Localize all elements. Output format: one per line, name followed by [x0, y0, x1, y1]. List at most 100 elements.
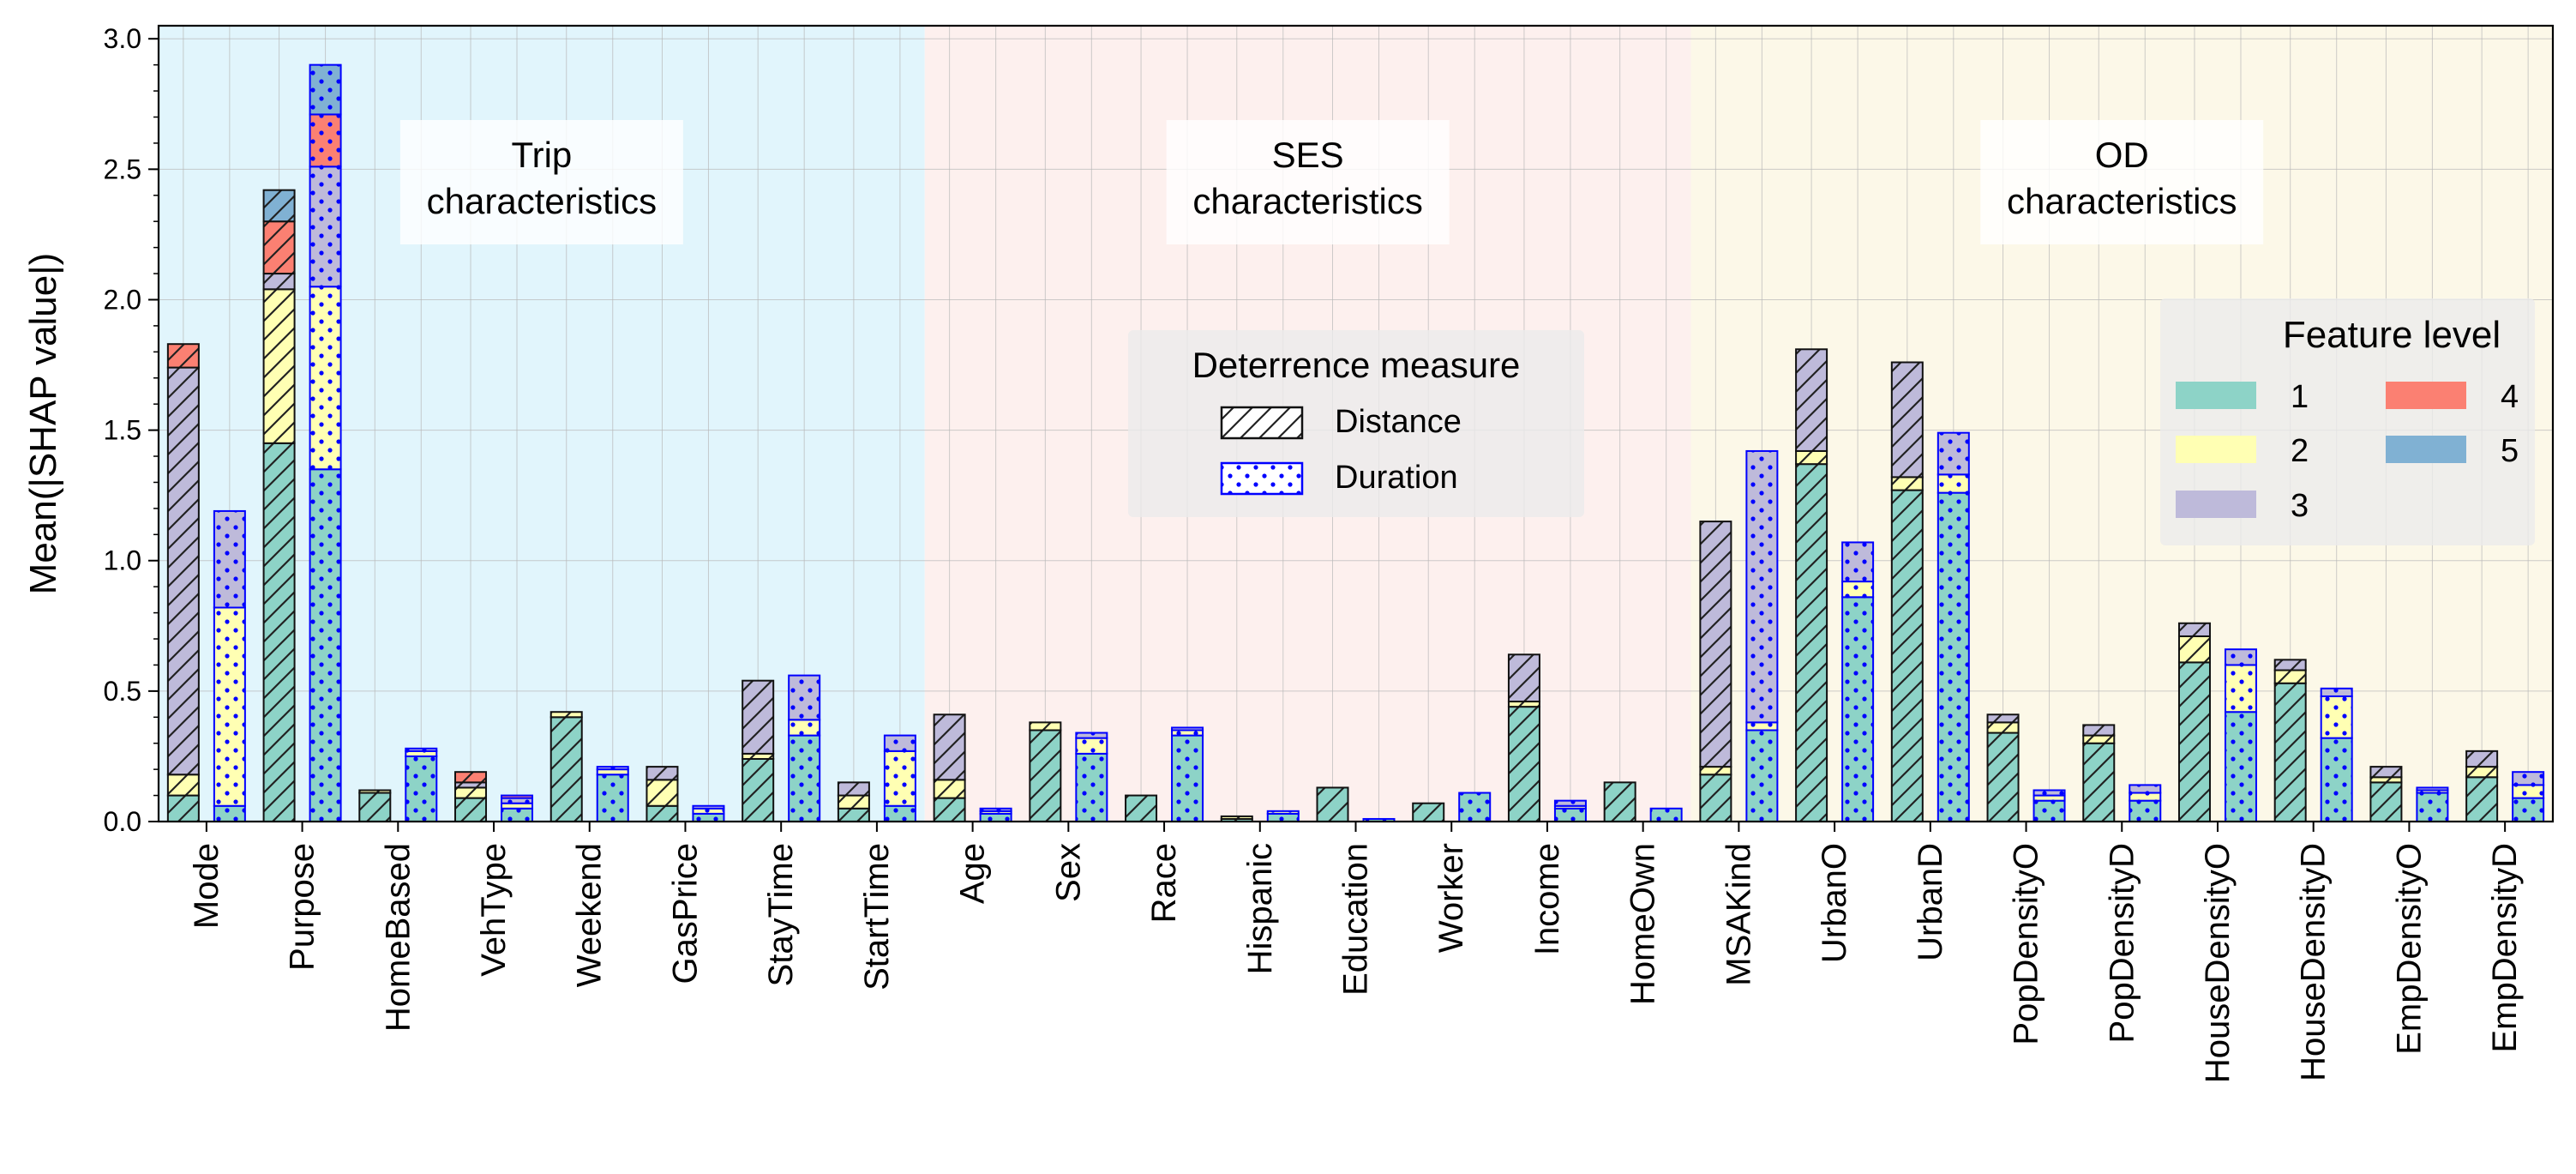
bar-pattern-HomeBased-hatch-level-2 [358, 789, 392, 794]
bar-pattern-Purpose-hatch-level-4 [262, 220, 296, 275]
bar-pattern-Sex-dots-level-2 [1075, 737, 1108, 755]
x-tick-label: GasPrice [666, 843, 704, 984]
bar-pattern-HouseDensityO-hatch-level-1 [2177, 661, 2211, 823]
bar-pattern-HouseDensityO-dots-level-1 [2224, 711, 2257, 822]
measure-legend-title: Deterrence measure [1192, 345, 1521, 385]
bar-pattern-HouseDensityD-hatch-level-3 [2273, 659, 2307, 671]
bar-pattern-MSAKind-dots-level-1 [1745, 729, 1779, 822]
bar-pattern-PopDensityD-hatch-level-1 [2082, 742, 2116, 822]
bar-pattern-Weekend-dots-level-1 [596, 774, 629, 822]
x-tick-label: Mode [188, 843, 225, 929]
bar-pattern-VehType-hatch-level-2 [454, 786, 488, 799]
bar-pattern-MSAKind-hatch-level-3 [1699, 521, 1732, 768]
bar-pattern-HouseDensityO-dots-level-2 [2224, 664, 2257, 713]
group-label-1-line-1: characteristics [1192, 181, 1422, 221]
group-label-box-2 [1980, 120, 2264, 244]
level-legend-label-1: 1 [2291, 379, 2309, 415]
level-legend-swatch-1[interactable] [2176, 382, 2256, 409]
bar-pattern-UrbanD-hatch-level-2 [1890, 476, 1924, 491]
x-tick-label: MSAKind [1720, 843, 1757, 986]
bar-pattern-UrbanO-dots-level-3 [1841, 541, 1875, 583]
bar-pattern-EmpDensityD-dots-level-2 [2512, 784, 2545, 799]
bar-pattern-Sex-dots-level-3 [1075, 731, 1108, 739]
bar-pattern-MSAKind-dots-level-3 [1745, 449, 1779, 724]
bar-pattern-UrbanD-dots-level-1 [1937, 491, 1970, 822]
bar-pattern-UrbanD-hatch-level-1 [1890, 489, 1924, 823]
measure-legend-swatch-duration[interactable] [1220, 461, 1304, 496]
bar-pattern-EmpDensityD-hatch-level-3 [2465, 750, 2499, 768]
bar-pattern-Worker-dots-level-1 [1458, 792, 1492, 822]
bar-pattern-HomeOwn-hatch-level-1 [1603, 781, 1636, 822]
bar-pattern-Hispanic-dots-level-2 [1266, 810, 1300, 815]
bar-pattern-Mode-hatch-level-2 [166, 774, 200, 797]
group-label-box-1 [1166, 120, 1450, 244]
level-legend-label-3: 3 [2291, 488, 2309, 524]
bar-pattern-Income-hatch-level-3 [1507, 653, 1540, 703]
level-legend-swatch-3[interactable] [2176, 491, 2256, 518]
level-legend-swatch-4[interactable] [2386, 382, 2466, 409]
bar-pattern-Purpose-dots-level-3 [309, 166, 342, 288]
bar-pattern-HouseDensityD-dots-level-3 [2320, 687, 2353, 697]
bar-pattern-PopDensityD-hatch-level-2 [2082, 734, 2116, 744]
x-tick-label: Purpose [284, 843, 321, 971]
level-legend-swatch-2[interactable] [2176, 436, 2256, 463]
bar-pattern-Purpose-dots-level-5 [309, 63, 342, 116]
bar-pattern-EmpDensityD-hatch-level-2 [2465, 766, 2499, 779]
bar-pattern-StayTime-dots-level-3 [788, 674, 821, 721]
bar-pattern-StartTime-dots-level-2 [883, 750, 916, 807]
x-tick-label: HomeOwn [1624, 843, 1662, 1005]
x-tick-label: VehType [475, 843, 513, 977]
bar-pattern-Race-dots-level-1 [1171, 734, 1204, 822]
bar-pattern-Sex-hatch-level-1 [1029, 729, 1062, 822]
x-tick-label: EmpDensityD [2486, 843, 2524, 1053]
bar-pattern-Hispanic-hatch-level-2 [1220, 815, 1253, 820]
y-tick-label: 1.0 [104, 545, 141, 576]
bar-pattern-HomeBased-dots-level-1 [405, 755, 438, 823]
bar-pattern-PopDensityO-hatch-level-3 [1986, 713, 2020, 724]
bar-pattern-MSAKind-hatch-level-1 [1699, 774, 1732, 822]
bar-pattern-GasPrice-hatch-level-3 [646, 766, 679, 781]
level-legend-swatch-5[interactable] [2386, 436, 2466, 463]
x-tick-label: UrbanO [1816, 843, 1853, 963]
x-tick-label: Worker [1432, 843, 1470, 953]
y-axis-label: Mean(|SHAP value|) [22, 253, 64, 595]
bar-pattern-Income-dots-level-1 [1553, 807, 1587, 822]
measure-legend-swatch-distance[interactable] [1220, 406, 1304, 440]
measure-legend-label-duration: Duration [1335, 460, 1458, 496]
x-tick-label: Weekend [571, 843, 609, 987]
bar-pattern-HomeOwn-dots-level-1 [1649, 807, 1683, 822]
bar-pattern-EmpDensityO-hatch-level-3 [2369, 766, 2403, 779]
bar-pattern-HouseDensityD-hatch-level-1 [2273, 682, 2307, 822]
y-tick-label: 1.5 [104, 415, 141, 446]
level-legend-title: Feature level [2283, 314, 2501, 356]
x-tick-label: Age [954, 843, 992, 904]
bar-pattern-PopDensityO-hatch-level-1 [1986, 731, 2020, 823]
x-tick-label: Education [1337, 843, 1375, 996]
bar-pattern-UrbanD-hatch-level-3 [1890, 361, 1924, 479]
group-label-2-line-0: OD [2095, 135, 2149, 175]
group-label-2-line-1: characteristics [2007, 181, 2237, 221]
bar-pattern-Purpose-hatch-level-1 [262, 442, 296, 823]
x-tick-label: PopDensityO [2008, 843, 2045, 1045]
level-legend-label-4: 4 [2501, 379, 2519, 415]
bar-pattern-Sex-hatch-level-2 [1029, 721, 1062, 731]
x-tick-label: PopDensityD [2103, 843, 2141, 1043]
x-tick-label: Income [1528, 843, 1566, 955]
bar-pattern-UrbanO-hatch-level-2 [1795, 449, 1828, 466]
bar-pattern-Race-hatch-level-1 [1125, 794, 1158, 823]
bar-pattern-StartTime-dots-level-3 [883, 734, 916, 752]
bar-pattern-Mode-dots-level-2 [213, 606, 246, 807]
bar-pattern-Age-hatch-level-2 [933, 779, 966, 799]
bar-pattern-Race-dots-level-3 [1171, 726, 1204, 731]
bar-pattern-PopDensityO-dots-level-3 [2033, 789, 2066, 797]
bar-pattern-PopDensityD-hatch-level-3 [2082, 724, 2116, 737]
bar-pattern-Income-hatch-level-1 [1507, 706, 1540, 822]
x-tick-label: UrbanD [1912, 843, 1949, 961]
bar-pattern-HomeBased-dots-level-3 [405, 747, 438, 752]
bar-pattern-Weekend-hatch-level-2 [549, 711, 583, 719]
group-label-1-line-0: SES [1272, 135, 1344, 175]
bar-pattern-EmpDensityO-dots-level-1 [2416, 792, 2449, 822]
measure-legend-label-distance: Distance [1335, 404, 1462, 440]
